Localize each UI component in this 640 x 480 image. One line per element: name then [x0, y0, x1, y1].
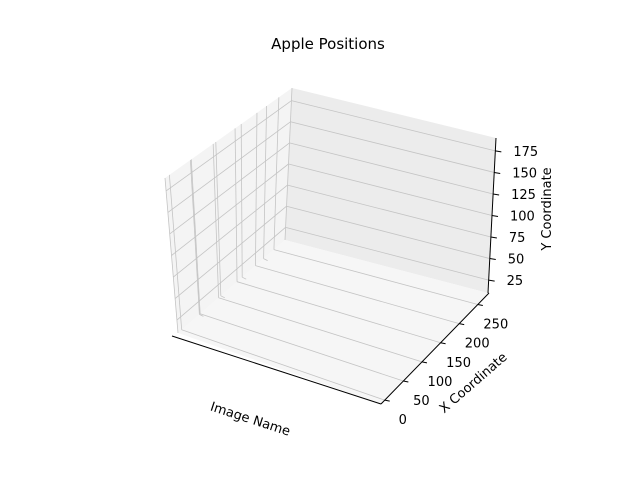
floor-pane: [178, 240, 488, 404]
image-name-wall-grid-line: [215, 141, 222, 296]
x-coordinate-tick-mark: [477, 303, 483, 306]
x-coordinate-tick-mark: [440, 342, 446, 345]
image-name-floor-grid-stub: [242, 276, 247, 280]
y-coordinate-tick-mark: [495, 150, 502, 153]
y-coordinate-left-grid-line: [174, 205, 287, 299]
y-coordinate-left-grid-line: [169, 142, 290, 235]
y-coordinate-back-grid-line: [288, 163, 493, 216]
x-coordinate-floor-grid-line: [200, 313, 404, 382]
y-coordinate-left-grid-line: [173, 184, 288, 278]
x-coordinate-axis-line: [380, 292, 490, 405]
image-name-axis-line: [171, 335, 382, 405]
y-coordinate-back-grid-line: [287, 184, 491, 238]
image-name-axis-label: Image Name: [208, 400, 292, 440]
chart-title: Apple Positions: [271, 35, 385, 53]
image-name-wall-grid-line: [164, 177, 179, 334]
y-coordinate-back-grid-line: [289, 142, 494, 195]
y-coordinate-back-grid-line: [286, 205, 490, 259]
axis-ticks: 0 50 100 150 200 250 25 50 75 100 125 150 175: [384, 145, 538, 428]
image-name-wall-grid-line: [240, 123, 243, 278]
y-coordinate-tick-mark: [493, 193, 500, 196]
x-coordinate-tick-label: 200: [465, 337, 490, 352]
image-name-floor-grid-stub: [220, 295, 225, 299]
x-coordinate-tick-label: 250: [483, 317, 508, 332]
y-coordinate-tick-mark: [489, 258, 496, 261]
y-coordinate-tick-label: 175: [513, 145, 538, 160]
x-coordinate-floor-grid-line: [255, 265, 460, 325]
y-coordinate-tick-mark: [491, 215, 499, 217]
y-coordinate-tick-label: 50: [508, 253, 525, 268]
x-coordinate-tick-mark: [421, 361, 428, 364]
x-coordinate-floor-grid-line: [181, 329, 385, 401]
x-coordinate-tick-mark: [459, 323, 465, 326]
y-coordinate-left-grid-line: [171, 163, 289, 256]
x-coordinate-tick-mark: [384, 399, 390, 402]
y-coordinate-back-grid-line: [290, 121, 495, 173]
x-coordinate-tick-label: 150: [446, 356, 471, 371]
image-name-floor-grid-stub: [199, 314, 204, 317]
y-coordinate-tick-label: 25: [507, 274, 524, 289]
x-coordinate-tick-mark: [403, 380, 409, 383]
x-coordinate-tick-label: 50: [413, 394, 430, 409]
grid-lines: [164, 87, 496, 401]
x-coordinate-floor-grid-line: [273, 249, 478, 305]
y-coordinate-left-grid-line: [176, 227, 286, 321]
x-coordinate-floor-grid-line: [218, 297, 423, 363]
y-coordinate-tick-label: 100: [510, 210, 535, 225]
x-coordinate-tick-label: 100: [428, 375, 453, 390]
y-coordinate-tick-label: 75: [509, 231, 526, 246]
y-coordinate-axis-label: Y Coordinate: [540, 167, 555, 251]
image-name-wall-grid-line: [190, 159, 200, 315]
y-coordinate-tick-mark: [494, 171, 501, 174]
x-coordinate-floor-grid-line: [236, 281, 441, 344]
image-name-wall-grid-line: [263, 105, 267, 259]
image-name-wall-grid-line: [284, 87, 293, 241]
x-coordinate-tick-label: 0: [399, 413, 407, 428]
y-coordinate-back-grid-line: [285, 226, 489, 281]
y-coordinate-tick-label: 125: [511, 188, 536, 203]
image-name-floor-grid-stub: [263, 258, 268, 261]
y-coordinate-back-grid-line: [291, 100, 496, 152]
y-coordinate-left-grid-line: [167, 121, 291, 213]
back-pane: [285, 88, 496, 293]
y-coordinate-tick-mark: [490, 236, 497, 239]
y-coordinate-tick-label: 150: [512, 166, 537, 181]
y-coordinate-tick-mark: [488, 279, 495, 282]
y-coordinate-left-grid-line: [165, 100, 292, 192]
